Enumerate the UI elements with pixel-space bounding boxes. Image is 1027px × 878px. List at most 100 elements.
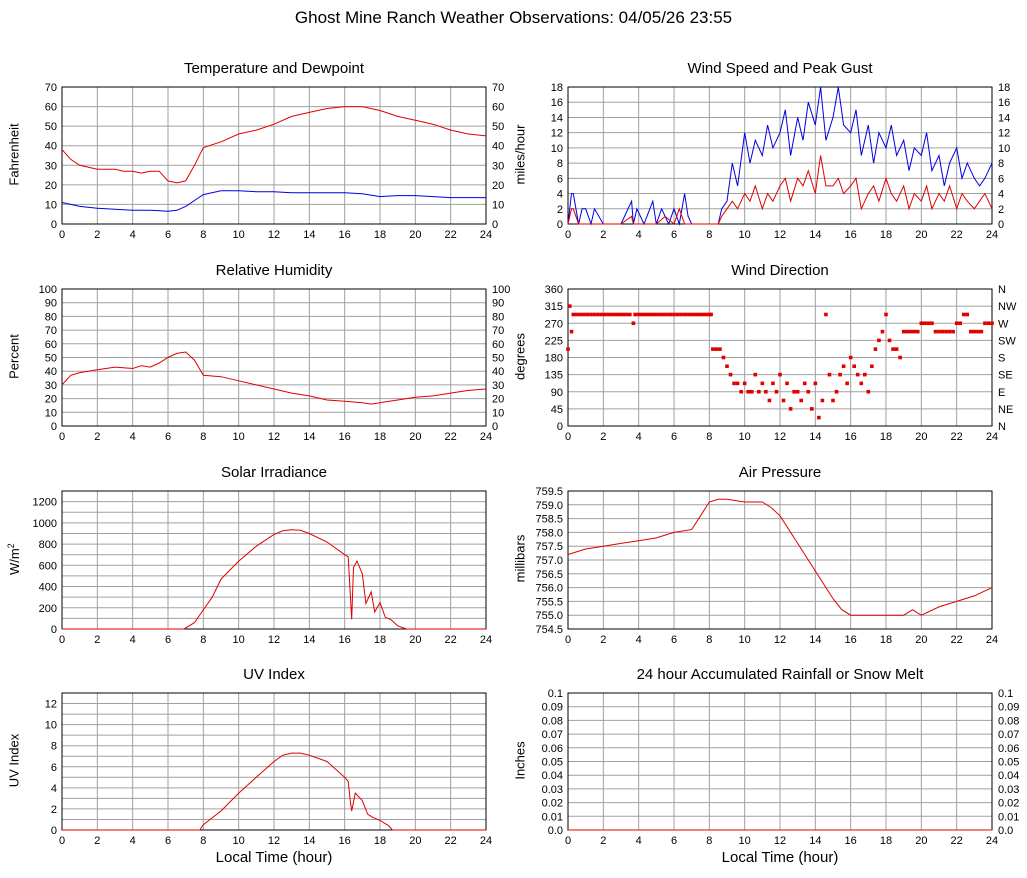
solar-x-tick-label: 0 (59, 634, 65, 646)
solar-x-tick-label: 10 (233, 634, 245, 646)
wind-direction-point (757, 389, 761, 394)
wind-direction-x-tick-label: 20 (915, 431, 927, 443)
wind-direction-point (613, 312, 618, 317)
wind-direction-point (628, 312, 632, 317)
wind-direction-y-tick-label-right: N (998, 421, 1006, 433)
temperature-y-tick-label: 30 (45, 160, 57, 172)
temperature-x-tick-label: 2 (94, 229, 100, 241)
humidity-x-tick-label: 16 (339, 431, 351, 443)
temperature-y-tick-label: 40 (45, 141, 57, 153)
wind-speed-y-tick-label: 14 (551, 112, 563, 124)
wind-direction-point (566, 347, 570, 351)
wind-direction-point (926, 321, 931, 326)
uv-x-tick-label: 10 (233, 835, 245, 847)
humidity-y-tick-label: 100 (39, 284, 57, 296)
pressure-y-tick-label: 757.0 (535, 555, 563, 567)
temperature-x-tick-label: 6 (165, 229, 171, 241)
humidity-x-tick-label: 22 (445, 431, 457, 443)
solar-y-tick-label: 800 (39, 539, 57, 551)
pressure-y-tick-label: 759.5 (535, 486, 563, 498)
wind-direction-point (937, 329, 941, 334)
wind-direction-x-tick-label: 14 (809, 431, 821, 443)
rain-y-tick-label: 0.01 (542, 811, 563, 823)
humidity-y-tick-label: 50 (45, 353, 57, 365)
wind-direction-point (901, 329, 906, 334)
wind-direction-point (739, 389, 743, 394)
wind-speed-x-tick-label: 12 (774, 229, 786, 241)
humidity-y-tick-label: 0 (51, 421, 57, 433)
uv-x-tick-label: 12 (268, 835, 280, 847)
temperature-x-tick-label: 22 (445, 229, 457, 241)
wind-direction-point (693, 312, 697, 317)
solar-x-tick-label: 18 (374, 634, 386, 646)
wind-direction-x-tick-label: 16 (845, 431, 857, 443)
wind-direction-point (788, 407, 793, 411)
temperature-x-tick-label: 12 (268, 229, 280, 241)
wind-speed-y-tick-label: 6 (557, 173, 563, 185)
humidity-y-tick-label-right: 40 (492, 366, 504, 378)
humidity-y-tick-label: 70 (45, 325, 57, 337)
wind-direction-point (567, 304, 572, 308)
wind-speed-series-line-0 (567, 86, 993, 226)
rain-x-tick-label: 14 (809, 835, 821, 847)
wind-speed-chart-title: Wind Speed and Peak Gust (687, 60, 873, 77)
wind-speed-y-tick-label-right: 0 (998, 219, 1004, 231)
uv-x-tick-label: 14 (303, 835, 315, 847)
rain-grid (567, 692, 993, 831)
wind-direction-point (578, 312, 583, 317)
wind-direction-point (880, 329, 885, 334)
wind-direction-point (834, 389, 839, 394)
pressure-y-tick-label: 759.0 (535, 500, 563, 512)
rain-x-tick-label: 20 (915, 835, 927, 847)
wind-direction-point (958, 321, 962, 326)
temperature-x-tick-label: 4 (130, 229, 136, 241)
pressure-y-tick-label: 757.5 (535, 541, 563, 553)
wind-direction-point (592, 312, 597, 317)
humidity-y-tick-label-right: 80 (492, 311, 504, 323)
temperature-x-tick-label: 18 (374, 229, 386, 241)
wind-direction-y-tick-label: 0 (557, 421, 563, 433)
rain-y-tick-label-right: 0.07 (998, 729, 1019, 741)
rain-y-tick-label-right: 0.04 (998, 770, 1019, 782)
pressure-x-tick-label: 8 (706, 634, 712, 646)
wind-direction-y-tick-label: 180 (545, 353, 563, 365)
wind-direction-point (855, 372, 860, 377)
rain-x-tick-label: 16 (845, 835, 857, 847)
humidity-series-line-0 (61, 351, 487, 405)
uv-y-tick-label: 0 (51, 825, 57, 837)
pressure-y-tick-label: 754.5 (535, 624, 563, 636)
temperature-chart-title: Temperature and Dewpoint (183, 60, 365, 77)
rain-chart-title: 24 hour Accumulated Rainfall or Snow Mel… (636, 666, 924, 683)
wind-direction-y-tick-label: 90 (551, 387, 563, 399)
rain-y-tick-label-right: 0.09 (998, 702, 1019, 714)
wind-direction-point (606, 312, 611, 317)
uv-y-tick-label: 6 (51, 762, 57, 774)
wind-direction-point (908, 329, 913, 334)
rain-y-tick-label: 0.04 (542, 770, 563, 782)
humidity-x-tick-label: 10 (233, 431, 245, 443)
wind-direction-series-0 (566, 304, 994, 420)
uv-x-tick-label: 24 (480, 835, 492, 847)
wind-speed-x-tick-label: 8 (706, 229, 712, 241)
wind-direction-point (704, 312, 708, 317)
humidity-x-tick-label: 20 (409, 431, 421, 443)
wind-speed-x-tick-label: 4 (636, 229, 642, 241)
humidity-y-tick-label-right: 90 (492, 298, 504, 310)
solar-x-tick-label: 2 (94, 634, 100, 646)
humidity-y-tick-label-right: 30 (492, 380, 504, 392)
solar-y-tick-label: 0 (51, 624, 57, 636)
temperature-y-tick-label-right: 70 (492, 82, 504, 94)
wind-direction-point (827, 372, 832, 377)
pressure-x-tick-label: 10 (739, 634, 751, 646)
solar-x-tick-label: 12 (268, 634, 280, 646)
wind-direction-point (852, 364, 856, 369)
wind-speed-y-tick-label-right: 16 (998, 97, 1010, 109)
wind-direction-x-tick-label: 12 (774, 431, 786, 443)
wind-direction-y-tick-label-right: S (998, 353, 1005, 365)
wind-direction-point (866, 389, 871, 394)
rain-y-tick-label-right: 0.06 (998, 743, 1019, 755)
temperature-y-tick-label-right: 60 (492, 102, 504, 114)
wind-speed-y-tick-label-right: 14 (998, 112, 1010, 124)
uv-y-tick-label: 12 (45, 699, 57, 711)
